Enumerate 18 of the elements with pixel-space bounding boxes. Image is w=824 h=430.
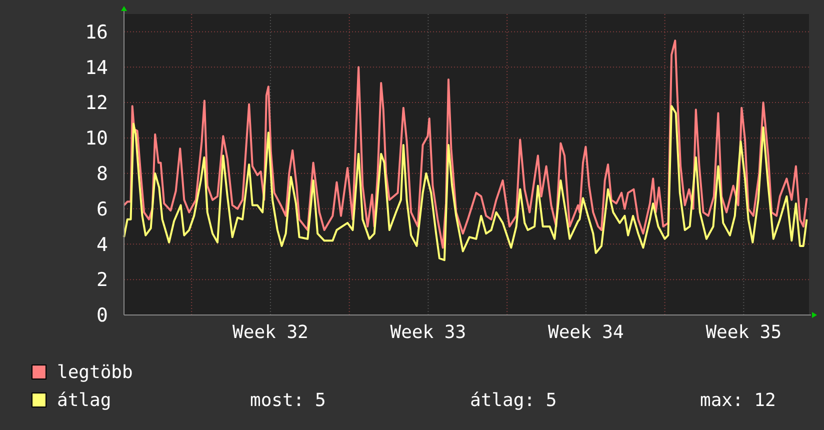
x-tick-label: Week 33 [390,322,466,343]
y-tick-label: 2 [96,269,108,292]
y-tick-label: 6 [96,198,108,220]
y-tick-label: 0 [96,304,108,327]
text: max: 12 [700,390,776,411]
text: most: 5 [250,390,326,411]
y-tick-label: 14 [85,56,108,79]
legend-label: átlag [57,390,112,411]
legend-label: legtöbb [57,362,133,383]
x-tick-label: Week 35 [706,322,782,343]
y-tick-label: 10 [85,128,108,150]
x-tick-label: Week 32 [232,322,308,343]
y-tick-label: 12 [85,92,108,114]
y-tick-label: 16 [85,21,108,44]
text: átlag: 5 [470,390,557,411]
x-tick-label: Week 34 [548,322,624,343]
y-tick-label: 8 [96,163,108,186]
y-tick-label: 4 [96,234,108,256]
